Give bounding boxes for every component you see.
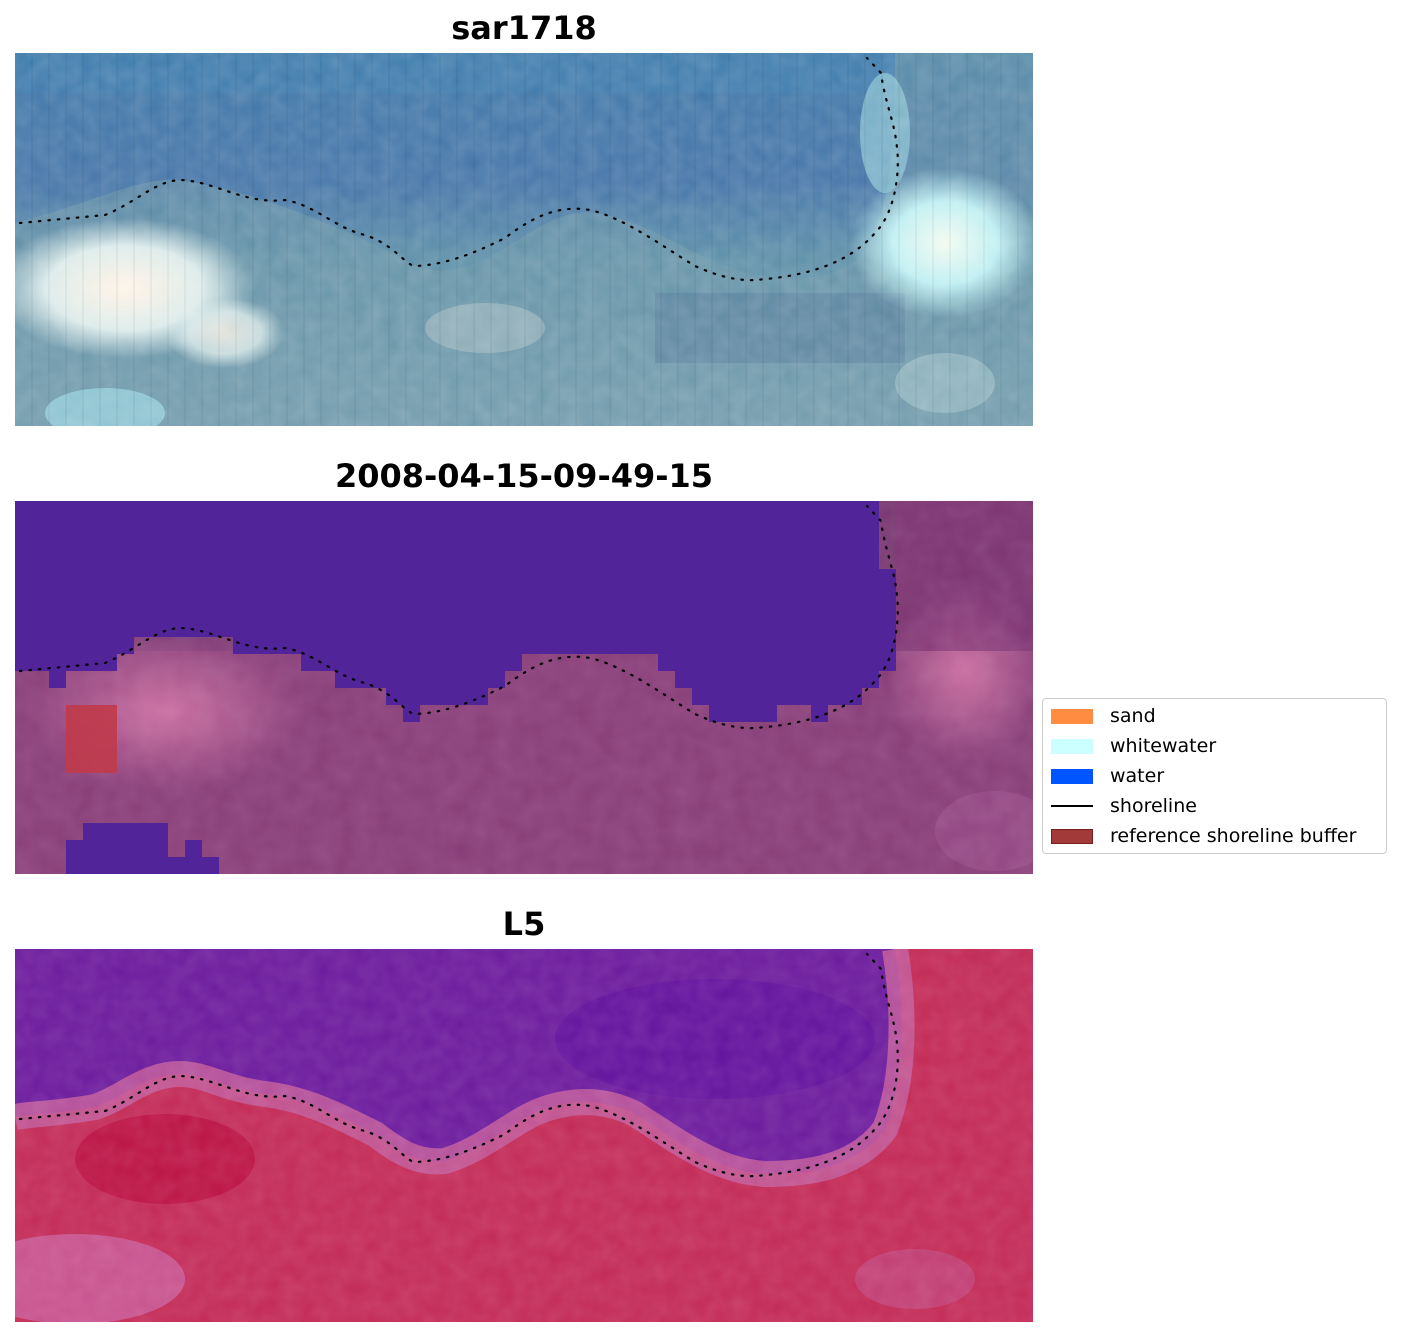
- shoreline-line-swatch: [1051, 805, 1093, 807]
- reference-buffer-patch: [66, 705, 117, 773]
- legend-item-reference-buffer: reference shoreline buffer: [1051, 824, 1356, 848]
- classified-image: [15, 501, 1033, 874]
- panel-title-classification: 2008-04-15-09-49-15: [334, 457, 714, 495]
- legend-label: shoreline: [1110, 795, 1197, 817]
- legend-item-sand: sand: [1051, 704, 1156, 728]
- rgb-satellite-image: [15, 53, 1033, 426]
- legend-label: water: [1110, 765, 1165, 787]
- legend-item-whitewater: whitewater: [1051, 734, 1216, 758]
- shoreline-dotted: [18, 952, 899, 1178]
- water-swatch: [1051, 768, 1093, 784]
- legend-item-water: water: [1051, 764, 1164, 788]
- legend-label: whitewater: [1110, 735, 1217, 757]
- sand-swatch: [1051, 708, 1093, 724]
- water-mask-small: [66, 823, 219, 874]
- shoreline-dotted: [18, 504, 899, 730]
- water-mask: [15, 501, 896, 722]
- legend-label: reference shoreline buffer: [1110, 825, 1357, 847]
- legend-item-shoreline: shoreline: [1051, 794, 1197, 818]
- pixel-grid: [31, 53, 1019, 426]
- shoreline-dotted: [18, 56, 899, 282]
- panel-title-rgb: sar1718: [451, 9, 597, 47]
- panel-title-index: L5: [502, 905, 546, 943]
- index-image: [15, 949, 1033, 1322]
- legend: sand whitewater water shoreline referenc…: [1042, 698, 1387, 854]
- reference-buffer-swatch: [1051, 828, 1093, 844]
- whitewater-swatch: [1051, 738, 1093, 754]
- legend-label: sand: [1110, 705, 1156, 727]
